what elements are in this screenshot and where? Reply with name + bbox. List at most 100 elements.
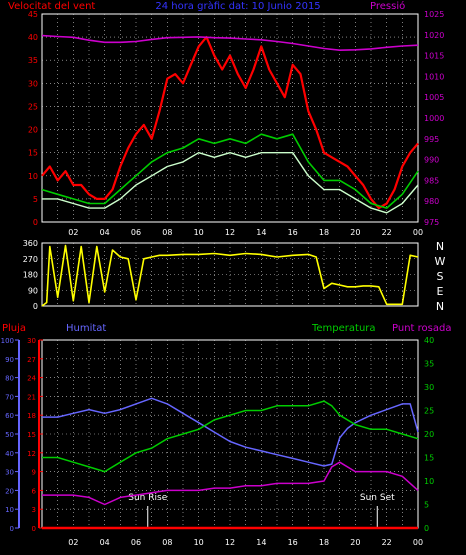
rain-label: Pluja bbox=[2, 323, 26, 334]
humidity-tick: 90 bbox=[5, 356, 14, 364]
rain-tick: 18 bbox=[27, 412, 36, 420]
temperature-tick: 15 bbox=[424, 454, 434, 463]
wind-speed-tick: 15 bbox=[28, 149, 38, 158]
humidity-tick: 20 bbox=[5, 487, 14, 495]
wind-average-line bbox=[42, 151, 419, 214]
time-tick: 00 bbox=[413, 538, 423, 547]
rain-axis: 0 3 6 9 12 15 18 21 24 27 30 bbox=[27, 337, 43, 533]
wind-pressure-series bbox=[41, 34, 419, 214]
sunrise-annotation: Sun Rise bbox=[128, 493, 167, 503]
chart-date-title: 24 hora gràfic dat: 10 Junio 2015 bbox=[155, 0, 320, 12]
wind-direction-tick: 270 bbox=[23, 255, 38, 264]
wind-speed-tick: 20 bbox=[28, 126, 38, 135]
pressure-tick: 1025 bbox=[424, 10, 444, 19]
wind-direction-axis: 0 90 180 270 360 bbox=[23, 239, 38, 311]
rain-tick: 3 bbox=[32, 506, 36, 514]
rain-tick: 0 bbox=[32, 525, 36, 533]
compass-label: S bbox=[437, 270, 444, 283]
wind-speed-tick: 5 bbox=[33, 195, 38, 204]
compass-label: E bbox=[437, 285, 444, 298]
time-tick: 12 bbox=[225, 538, 235, 547]
time-tick: 08 bbox=[162, 538, 172, 547]
time-tick: 08 bbox=[162, 228, 172, 237]
rain-tick: 27 bbox=[27, 356, 36, 364]
rain-tick: 21 bbox=[27, 393, 36, 401]
wind-speed-tick: 40 bbox=[28, 33, 38, 42]
time-tick: 04 bbox=[100, 228, 110, 237]
time-tick: 10 bbox=[194, 228, 204, 237]
temperature-tick: 10 bbox=[424, 477, 434, 486]
pressure-line bbox=[41, 34, 419, 52]
wind-direction-tick: 360 bbox=[23, 239, 38, 248]
time-axis-bottom: 02 04 06 08 10 12 14 16 18 20 22 00 bbox=[68, 538, 423, 547]
wind-direction-tick: 90 bbox=[28, 286, 38, 295]
wind-speed-title: Velocitat del vent bbox=[8, 1, 95, 12]
pressure-tick: 1020 bbox=[424, 31, 444, 40]
sun-annotations: Sun Rise Sun Set bbox=[128, 493, 395, 528]
time-tick: 12 bbox=[225, 228, 235, 237]
pressure-tick: 980 bbox=[424, 197, 439, 206]
temperature-tick: 40 bbox=[424, 336, 434, 345]
pressure-tick: 975 bbox=[424, 218, 439, 227]
rain-tick: 6 bbox=[32, 487, 37, 495]
time-tick: 22 bbox=[382, 538, 392, 547]
humidity-tick: 50 bbox=[5, 431, 14, 439]
wind-speed-tick: 30 bbox=[28, 79, 38, 88]
time-tick: 16 bbox=[288, 538, 298, 547]
humidity-tick: 60 bbox=[5, 412, 14, 420]
time-tick: 00 bbox=[413, 228, 423, 237]
pressure-tick: 1010 bbox=[424, 72, 444, 81]
pressure-tick: 985 bbox=[424, 176, 439, 185]
temperature-line bbox=[42, 400, 419, 473]
humidity-tick: 0 bbox=[10, 525, 14, 533]
time-tick: 10 bbox=[194, 538, 204, 547]
pressure-title: Pressió bbox=[370, 0, 405, 12]
wind-speed-tick: 35 bbox=[28, 56, 38, 65]
time-tick: 02 bbox=[68, 538, 78, 547]
wind-speed-tick: 0 bbox=[33, 218, 38, 227]
humidity-tick: 40 bbox=[5, 450, 14, 458]
temperature-axis: 0 5 10 15 20 25 30 35 40 bbox=[424, 336, 434, 533]
temperature-tick: 30 bbox=[424, 383, 434, 392]
rain-tick: 15 bbox=[27, 431, 36, 439]
humidity-axis: 0 10 20 30 40 50 60 70 80 90 100 bbox=[1, 337, 20, 533]
wind-speed-tick: 10 bbox=[28, 172, 38, 181]
pressure-tick: 995 bbox=[424, 135, 439, 144]
time-tick: 16 bbox=[288, 228, 298, 237]
wind-speed-tick: 25 bbox=[28, 102, 38, 111]
wind-speed-line bbox=[41, 35, 419, 210]
temperature-tick: 20 bbox=[424, 430, 434, 439]
time-tick: 06 bbox=[131, 538, 141, 547]
time-tick: 20 bbox=[350, 538, 360, 547]
temperature-tick: 25 bbox=[424, 407, 434, 416]
rain-humidity-temp-panel: Sun Rise Sun Set 0102030405060708090100 … bbox=[1, 336, 435, 547]
pressure-tick: 1005 bbox=[424, 93, 444, 102]
pressure-tick: 1000 bbox=[424, 114, 444, 123]
dewpoint-line bbox=[42, 461, 419, 506]
rain-humidity-temp-series bbox=[42, 397, 419, 530]
compass-label: N bbox=[436, 240, 444, 253]
temperature-tick: 0 bbox=[424, 524, 429, 533]
wind-direction-series bbox=[41, 244, 419, 307]
time-tick: 14 bbox=[256, 538, 266, 547]
rain-tick: 24 bbox=[27, 375, 36, 383]
wind-speed-axis: 0 5 10 15 20 25 30 35 40 45 bbox=[28, 10, 38, 227]
wind-direction-line bbox=[41, 244, 419, 307]
pressure-tick: 990 bbox=[424, 156, 439, 165]
dewpoint-label: Punt rosada bbox=[392, 323, 451, 334]
humidity-tick: 70 bbox=[5, 393, 14, 401]
time-tick: 02 bbox=[68, 228, 78, 237]
humidity-tick: 30 bbox=[5, 469, 14, 477]
compass-label: N bbox=[436, 300, 444, 313]
time-tick: 22 bbox=[382, 228, 392, 237]
pressure-tick: 1015 bbox=[424, 52, 444, 61]
sunset-annotation: Sun Set bbox=[360, 493, 395, 503]
humidity-tick: 100 bbox=[1, 337, 14, 345]
temperature-tick: 35 bbox=[424, 360, 434, 369]
rain-tick: 12 bbox=[27, 450, 36, 458]
humidity-tick: 80 bbox=[5, 375, 14, 383]
compass-label: W bbox=[435, 255, 446, 268]
wind-direction-tick: 180 bbox=[23, 271, 38, 280]
